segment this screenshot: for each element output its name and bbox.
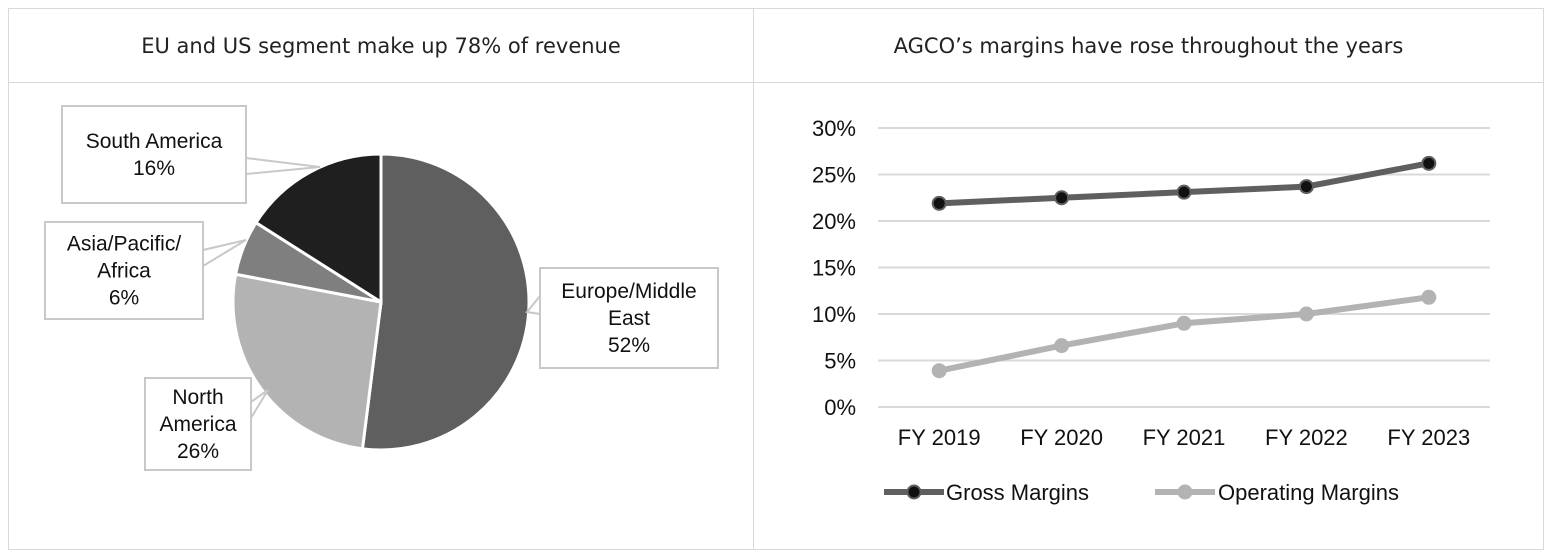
callout-box (144, 377, 252, 471)
pie-callout: North America 26% (144, 377, 269, 471)
pie-panel-title: EU and US segment make up 78% of revenue (9, 9, 753, 83)
data-point (1298, 179, 1314, 195)
callout-box (539, 267, 719, 369)
pie-callout: South America 16% (61, 105, 321, 204)
legend-marker (906, 484, 922, 500)
line-panel-title: AGCO’s margins have rose throughout the … (754, 9, 1543, 83)
callout-pointer (250, 389, 269, 419)
slice-label: Europe/Middle (561, 280, 696, 303)
data-point (931, 363, 947, 379)
y-tick-label: 0% (824, 395, 856, 420)
slice-label: Asia/Pacific/ (67, 233, 182, 256)
data-point (1421, 289, 1437, 305)
slice-label: America (159, 413, 236, 436)
data-point (1054, 190, 1070, 206)
callout-pointer (245, 157, 321, 175)
x-tick-label: FY 2019 (898, 425, 981, 450)
legend-label: Operating Margins (1218, 480, 1399, 505)
slice-label: East (608, 307, 650, 330)
x-tick-label: FY 2023 (1387, 425, 1470, 450)
slice-label: South America (86, 130, 223, 153)
slice-label: Africa (97, 260, 151, 283)
data-point (1176, 315, 1192, 331)
data-point (931, 195, 947, 211)
y-tick-label: 10% (812, 302, 856, 327)
slice-label: North (172, 386, 223, 409)
legend-marker (1177, 484, 1193, 500)
callout-box (44, 221, 204, 320)
figure-frame: EU and US segment make up 78% of revenue… (8, 8, 1544, 550)
y-tick-label: 5% (824, 349, 856, 374)
callout-pointer (525, 295, 541, 315)
callout-box (61, 105, 247, 204)
data-point (1176, 184, 1192, 200)
data-point (1421, 155, 1437, 171)
pie-slice (231, 272, 383, 451)
pie-panel: EU and US segment make up 78% of revenue (9, 9, 754, 549)
slice-label: 26% (177, 440, 219, 463)
x-tick-label: FY 2022 (1265, 425, 1348, 450)
y-tick-label: 30% (812, 116, 856, 141)
pie-callout: Asia/Pacific/Africa 6% (44, 221, 247, 320)
data-point (1298, 306, 1314, 322)
line-panel: AGCO’s margins have rose throughout the … (754, 9, 1543, 549)
slice-label: 6% (109, 287, 139, 310)
data-point (1054, 338, 1070, 354)
slice-label: 52% (608, 334, 650, 357)
pie-callout: Europe/Middle East 52% (525, 267, 719, 369)
y-tick-label: 15% (812, 256, 856, 281)
pie-slice (253, 152, 383, 305)
legend-label: Gross Margins (946, 480, 1089, 505)
y-tick-label: 20% (812, 209, 856, 234)
callout-pointer (202, 239, 247, 267)
x-tick-label: FY 2020 (1020, 425, 1103, 450)
y-tick-label: 25% (812, 163, 856, 188)
slice-label: 16% (133, 157, 175, 180)
x-tick-label: FY 2021 (1143, 425, 1226, 450)
